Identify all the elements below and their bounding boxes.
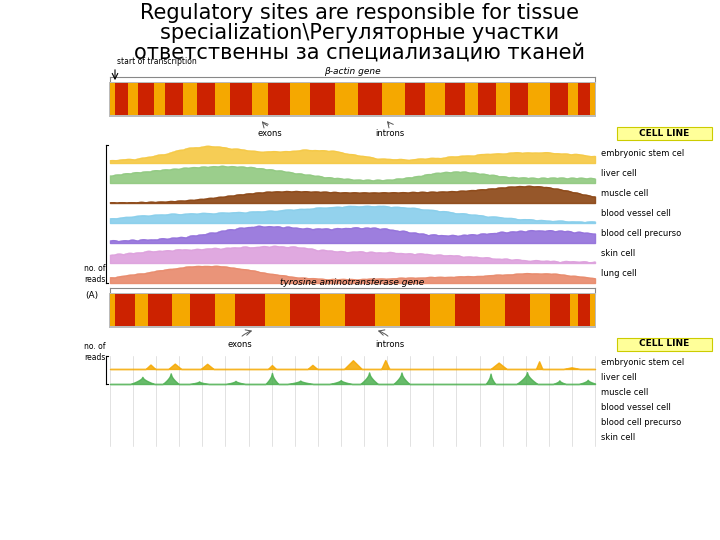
Text: blood vessel cell: blood vessel cell: [601, 210, 671, 219]
Bar: [400, 308, 430, 326]
Bar: [109, 293, 596, 314]
Bar: [405, 83, 425, 101]
Bar: [358, 97, 382, 115]
Text: skin cell: skin cell: [601, 249, 635, 259]
Bar: [290, 308, 320, 326]
Bar: [268, 83, 290, 101]
Bar: [617, 338, 712, 351]
Bar: [110, 97, 595, 115]
Bar: [115, 83, 128, 101]
Bar: [310, 97, 335, 115]
Bar: [109, 307, 596, 327]
Text: blood cell precurso: blood cell precurso: [601, 418, 681, 427]
Bar: [290, 294, 320, 312]
Bar: [455, 308, 480, 326]
Bar: [478, 97, 496, 115]
Bar: [110, 308, 595, 326]
Text: β-actin gene: β-actin gene: [324, 67, 381, 76]
Text: exons: exons: [258, 129, 282, 138]
Text: introns: introns: [375, 340, 405, 349]
Bar: [109, 96, 596, 117]
Bar: [345, 308, 375, 326]
Bar: [445, 97, 465, 115]
Bar: [578, 97, 590, 115]
Text: liver cell: liver cell: [601, 373, 636, 382]
Bar: [510, 97, 528, 115]
Bar: [400, 294, 430, 312]
Bar: [550, 97, 568, 115]
Text: lung cell: lung cell: [601, 269, 636, 279]
Bar: [445, 83, 465, 101]
Bar: [405, 97, 425, 115]
Text: muscle cell: muscle cell: [601, 388, 649, 397]
Text: CELL LINE: CELL LINE: [639, 340, 689, 348]
Bar: [310, 83, 335, 101]
Text: skin cell: skin cell: [601, 433, 635, 442]
Bar: [550, 294, 570, 312]
Bar: [197, 97, 215, 115]
Bar: [235, 294, 265, 312]
Bar: [235, 308, 265, 326]
Text: embryonic stem cel: embryonic stem cel: [601, 150, 684, 159]
Bar: [230, 83, 252, 101]
Text: CELL LINE: CELL LINE: [639, 129, 689, 138]
Bar: [138, 97, 154, 115]
Bar: [358, 83, 382, 101]
Bar: [115, 294, 135, 312]
Text: embryonic stem cel: embryonic stem cel: [601, 358, 684, 367]
Bar: [550, 83, 568, 101]
Bar: [115, 97, 128, 115]
Text: (A): (A): [85, 291, 98, 300]
Bar: [197, 83, 215, 101]
Bar: [230, 97, 252, 115]
Bar: [455, 294, 480, 312]
Bar: [505, 294, 530, 312]
Bar: [138, 83, 154, 101]
Bar: [148, 308, 172, 326]
Text: exons: exons: [228, 340, 253, 349]
Text: blood cell precurso: blood cell precurso: [601, 230, 681, 239]
Text: start of transcription: start of transcription: [117, 57, 197, 66]
Bar: [510, 83, 528, 101]
Bar: [578, 308, 590, 326]
Bar: [617, 127, 712, 140]
Bar: [148, 294, 172, 312]
Text: muscle cell: muscle cell: [601, 190, 649, 199]
Text: specialization\Регуляторные участки: specialization\Регуляторные участки: [161, 23, 559, 43]
Text: Regulatory sites are responsible for tissue: Regulatory sites are responsible for tis…: [140, 3, 580, 23]
Text: no. of
reads: no. of reads: [84, 264, 106, 284]
Text: blood vessel cell: blood vessel cell: [601, 403, 671, 412]
Text: liver cell: liver cell: [601, 170, 636, 179]
Bar: [190, 308, 215, 326]
Bar: [165, 83, 183, 101]
Bar: [190, 294, 215, 312]
Bar: [110, 83, 595, 101]
Text: tyrosine aminotransferase gene: tyrosine aminotransferase gene: [280, 278, 425, 287]
Bar: [578, 294, 590, 312]
Text: no. of
reads: no. of reads: [84, 342, 106, 362]
Bar: [109, 82, 596, 103]
Bar: [478, 83, 496, 101]
Text: introns: introns: [375, 129, 405, 138]
Bar: [110, 294, 595, 312]
Bar: [115, 308, 135, 326]
Bar: [578, 83, 590, 101]
Bar: [345, 294, 375, 312]
Bar: [268, 97, 290, 115]
Bar: [550, 308, 570, 326]
Bar: [505, 308, 530, 326]
Text: ответственны за специализацию тканей: ответственны за специализацию тканей: [135, 43, 585, 63]
Bar: [165, 97, 183, 115]
